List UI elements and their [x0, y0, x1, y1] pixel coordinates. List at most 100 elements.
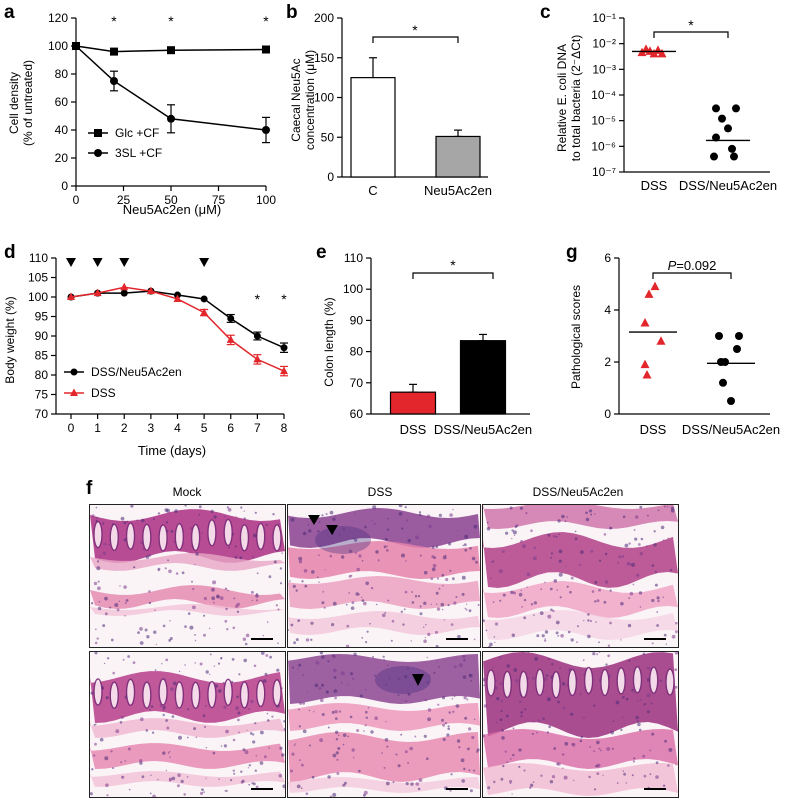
point-a-0-1 [110, 47, 118, 56]
y-tick-label-e-4: 100 [343, 282, 363, 296]
y-tick-label-d-4: 90 [35, 329, 49, 343]
y-tick-label-d-2: 80 [35, 368, 49, 382]
point-d-1-0 [67, 292, 75, 300]
y-tick-label-b-0: 0 [327, 170, 334, 184]
x-tick-label-e-0: DSS [400, 422, 427, 437]
point-c-1-3 [724, 124, 732, 133]
x-tick-label-g-0: DSS [640, 422, 667, 437]
point-g-0-3 [656, 336, 666, 345]
point-d-1-7 [253, 354, 262, 363]
y-tick-label-d-0: 70 [35, 407, 49, 421]
bar-e-0 [389, 391, 437, 415]
y-tick-label-d-5: 95 [35, 310, 49, 324]
x-tick-label-d-2: 2 [121, 421, 128, 435]
point-g-0-0 [650, 281, 660, 291]
series-line-a-1 [75, 45, 267, 131]
point-a-1-0 [72, 42, 80, 50]
y-tick-label-d-8: 110 [29, 251, 48, 265]
histology-header-dss: DSS [368, 485, 393, 499]
y-tick-label-c-0: 10⁻⁷ [592, 165, 616, 179]
histology-header-mock: Mock [173, 485, 203, 499]
panel-label-e: e [316, 242, 327, 263]
errbar-b-0 [369, 57, 377, 79]
sig-b: * [412, 22, 418, 38]
sig-c: * [688, 17, 694, 33]
y-tick-label-g-0: 0 [604, 407, 611, 421]
x-tick-label-a-1: 25 [117, 193, 131, 207]
y-tick-label-b-1: 50 [321, 130, 335, 144]
x-tick-label-a-0: 0 [73, 193, 80, 207]
y-tick-label-b-3: 150 [314, 51, 334, 65]
point-c-1-1 [732, 104, 740, 113]
histology-dss-bottom [287, 651, 481, 798]
y-tick-label-c-5: 10⁻² [592, 37, 616, 51]
ylabel-c-line2: to total bacteria (2⁻ΔCt) [569, 35, 583, 161]
point-d-1-3 [146, 286, 155, 295]
histology-mock-top [89, 504, 286, 648]
y-tick-label-a-1: 20 [55, 151, 69, 165]
bar-b-1 [435, 135, 481, 178]
y-tick-label-e-0: 60 [350, 407, 364, 421]
ylabel-b-line2: concentration (μM) [303, 50, 317, 150]
x-tick-label-d-3: 3 [148, 421, 155, 435]
bar-e-1 [459, 340, 507, 415]
chart-pathological-scores: Pathological scores 0 2 4 6 DSS DSS/Neu5Ac2en… [569, 251, 780, 437]
point-g-1-5 [719, 378, 727, 387]
y-tick-label-d-3: 85 [35, 349, 49, 363]
x-tick-label-g-1: DSS/Neu5Ac2en [682, 422, 780, 437]
chart-cell-density: Cell density (% of untreated) Neu5Ac2en … [7, 11, 276, 217]
point-a-1-1 [110, 77, 118, 85]
arrow-d-2 [119, 258, 130, 267]
sig-bracket-b [372, 36, 459, 43]
y-tick-label-b-4: 200 [314, 11, 334, 25]
sig-g: P=0.092 [668, 258, 717, 273]
chart-caecal-neu5ac: Caecal Neu5Ac concentration (μM) 0 50 100 1… [289, 11, 492, 198]
xlabel-d: Time (days) [138, 443, 206, 458]
y-tick-label-a-6: 120 [48, 11, 68, 25]
sig-a-0: * [111, 13, 117, 29]
y-tick-label-e-5: 110 [344, 251, 363, 265]
x-tick-label-a-2: 50 [164, 193, 178, 207]
x-tick-label-e-1: DSS/Neu5Ac2en [434, 422, 532, 437]
errbar-e-1 [479, 333, 487, 342]
point-d-1-4 [173, 294, 182, 302]
x-tick-label-a-3: 75 [212, 193, 226, 207]
sig-a-1: * [168, 13, 174, 29]
point-a-1-2 [167, 114, 175, 123]
y-tick-label-a-5: 100 [48, 39, 68, 53]
point-d-0-6 [227, 314, 235, 322]
point-d-0-5 [200, 295, 208, 303]
panel-label-f: f [86, 478, 93, 499]
point-g-1-4 [721, 358, 729, 366]
arrow-d-3 [199, 258, 210, 267]
bar-b-0 [350, 77, 396, 178]
point-d-1-5 [200, 308, 209, 316]
legend-marker-a-1 [94, 149, 102, 157]
y-tick-label-c-3: 10⁻⁴ [591, 88, 616, 102]
point-g-1-2 [733, 345, 741, 353]
point-c-1-2 [718, 114, 726, 123]
y-tick-label-d-7: 105 [28, 271, 48, 285]
ylabel-g: Pathological scores [569, 285, 583, 389]
chart-ecoli-dna: Relative E. coli DNA to total bacteria (… [555, 11, 777, 193]
y-tick-label-c-2: 10⁻⁵ [591, 114, 616, 128]
point-d-1-8 [280, 366, 288, 375]
ylabel-a-line1: Cell density [7, 72, 21, 134]
point-c-1-0 [712, 104, 720, 113]
ylabel-b-line1: Caecal Neu5Ac [289, 58, 303, 141]
ylabel-e: Colon length (%) [322, 297, 336, 386]
point-g-0-4 [640, 359, 650, 369]
sig-e: * [450, 257, 456, 273]
point-g-0-5 [642, 370, 652, 379]
x-tick-label-c-0: DSS [641, 178, 668, 193]
point-g-0-1 [644, 289, 654, 298]
x-tick-label-c-1: DSS/Neu5Ac2en [679, 178, 777, 193]
histology-header-dss-neu5ac2en: DSS/Neu5Ac2en [533, 485, 624, 499]
point-c-1-5 [728, 144, 736, 153]
point-g-0-2 [640, 318, 650, 327]
errbar-e-0 [409, 383, 417, 393]
ylabel-d: Body weight (%) [3, 296, 17, 383]
x-tick-label-d-0: 0 [68, 421, 75, 435]
chart-body-weight: Body weight (%) Time (days) 707580859095… [3, 251, 288, 458]
